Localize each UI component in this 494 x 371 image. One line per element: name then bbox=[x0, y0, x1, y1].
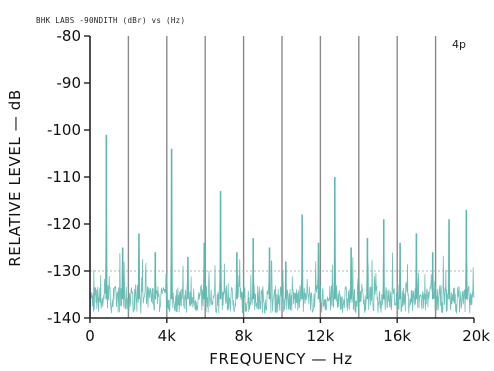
grid bbox=[90, 36, 474, 318]
plot-title: BHK LABS -90NDITH (dBr) vs (Hz) bbox=[36, 16, 185, 25]
x-tick-label: 12k bbox=[307, 327, 335, 345]
panel-label: 4p bbox=[452, 38, 466, 51]
x-axis-label: FREQUENCY — Hz bbox=[209, 350, 352, 368]
y-axis-ticks: -80 -90 -100 -110 -120 -130 -140 bbox=[47, 27, 90, 327]
y-tick-label: -120 bbox=[47, 215, 81, 233]
y-tick-label: -100 bbox=[47, 121, 81, 139]
x-tick-label: 0 bbox=[85, 327, 95, 345]
y-tick-label: -110 bbox=[47, 168, 81, 186]
y-tick-label: -130 bbox=[47, 262, 81, 280]
x-tick-label: 8k bbox=[234, 327, 253, 345]
y-tick-label: -90 bbox=[57, 74, 82, 92]
y-tick-label: -80 bbox=[57, 27, 82, 45]
spectrum-series bbox=[89, 134, 475, 315]
x-tick-label: 16k bbox=[383, 327, 411, 345]
x-tick-label: 20k bbox=[462, 327, 490, 345]
spectrum-trace bbox=[89, 141, 475, 315]
x-tick-label: 4k bbox=[158, 327, 177, 345]
y-tick-label: -140 bbox=[47, 309, 81, 327]
x-axis-ticks: 0 4k 8k 12k 16k 20k bbox=[85, 318, 490, 345]
y-axis-label: RELATIVE LEVEL — dB bbox=[6, 89, 24, 266]
